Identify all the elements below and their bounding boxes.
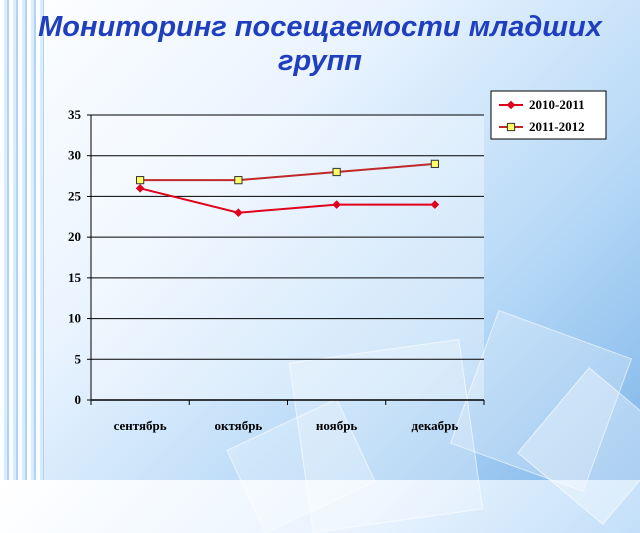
chart-title: Мониторинг посещаемости младших групп [38,11,602,77]
series-1 [135,183,440,218]
data-point [430,159,439,168]
data-point [506,122,516,132]
y-tick-label: 0 [75,392,82,407]
y-tick-label: 10 [68,311,81,326]
y-tick-label: 15 [68,270,82,285]
data-point [506,100,516,110]
data-point [332,200,341,209]
gridlines [91,114,484,401]
series-2 [136,159,439,185]
data-point [136,176,145,185]
series-layer [135,159,440,218]
background-stripes [0,0,44,480]
x-tick-label: ноябрь [316,418,358,433]
x-tick-label: декабрь [412,418,459,433]
data-point [332,167,341,177]
y-tick-label: 25 [68,188,82,203]
data-point [135,183,145,193]
y-tick-label: 30 [68,148,81,163]
y-tick-label: 5 [75,351,82,366]
y-tick-label: 35 [68,107,82,122]
legend-label: 2010-2011 [529,97,585,112]
y-axis: 0 5 10 15 20 25 30 35 [68,107,92,407]
x-axis: сентябрь октябрь ноябрь декабрь [90,399,485,433]
data-point [234,176,243,185]
data-point [234,208,243,218]
y-tick-label: 20 [68,229,81,244]
x-tick-label: сентябрь [114,418,167,433]
data-point [430,200,440,209]
series-line [140,162,435,182]
line-chart: 0 5 10 15 20 25 30 35 сентябрь октябрь ноябрь дека… [68,90,607,433]
plot-area [91,115,484,400]
legend: 2010-2011 2011-2012 [490,90,607,140]
x-tick-label: октябрь [214,418,262,433]
series-line [139,187,435,214]
legend-label: 2011-2012 [529,119,585,134]
